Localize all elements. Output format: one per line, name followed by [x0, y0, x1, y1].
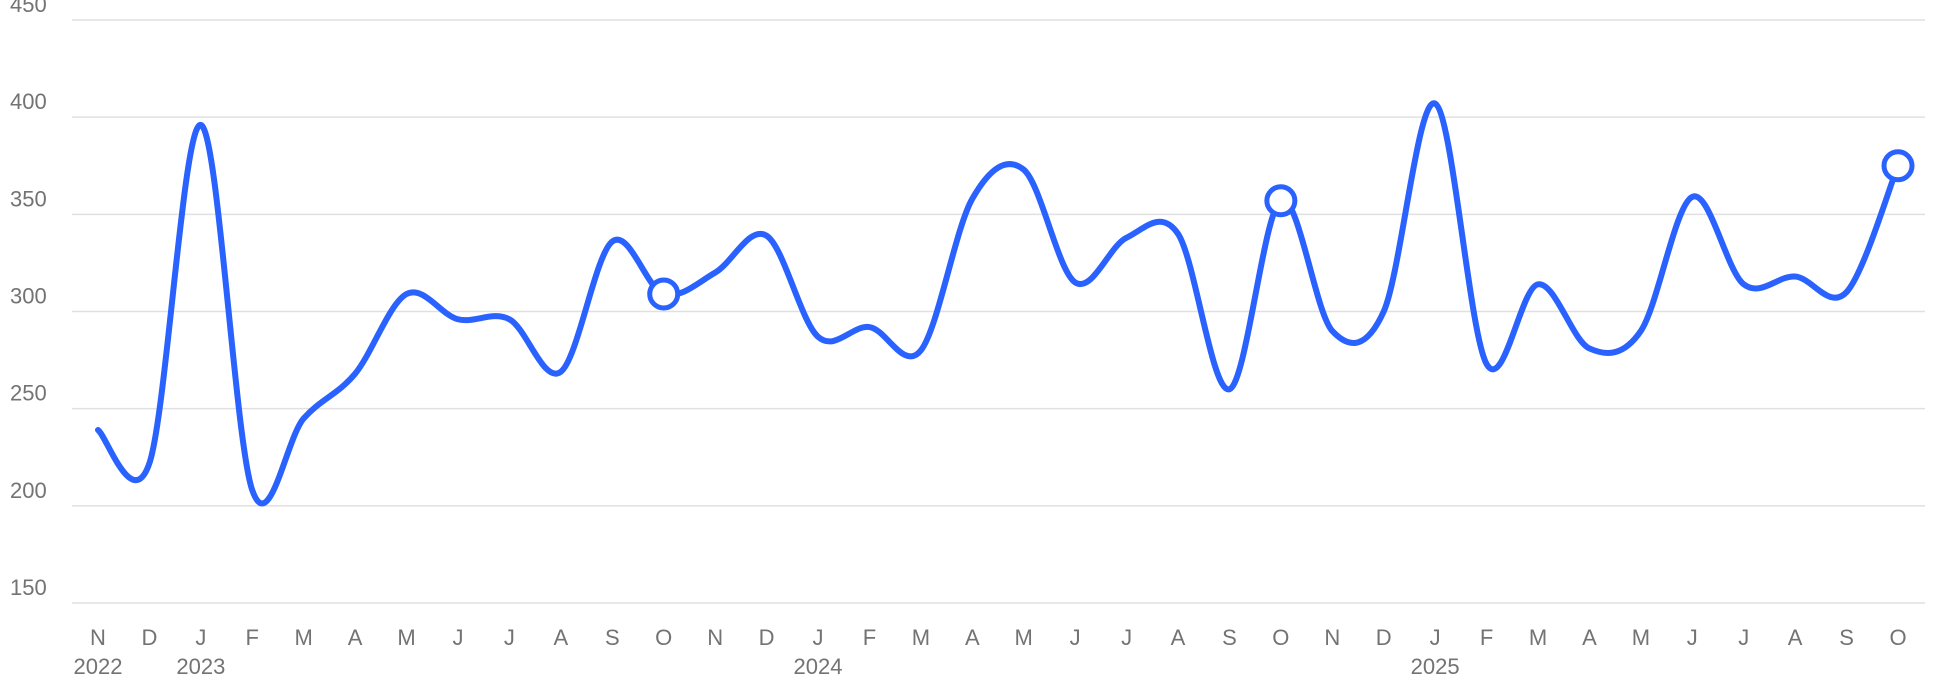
x-tick-label-27: F — [1480, 625, 1493, 650]
data-point-2024-12 — [1381, 309, 1387, 315]
x-tick-label-15: F — [863, 625, 876, 650]
data-point-2024-01 — [815, 334, 821, 340]
x-tick-label-24: N — [1324, 625, 1340, 650]
x-tick-label-26: J — [1430, 625, 1441, 650]
x-tick-label-8: J — [504, 625, 515, 650]
data-point-2024-09 — [1226, 386, 1232, 392]
data-point-2023-02 — [249, 487, 255, 493]
x-tick-label-14: J — [813, 625, 824, 650]
x-tick-label-28: M — [1529, 625, 1547, 650]
data-point-2025-02 — [1484, 361, 1490, 367]
x-tick-label-18: M — [1015, 625, 1033, 650]
x-axis-labels: N D J F M A M J J A S O N D J F M A M J J A S O N D J F M A M J J A S O 2022… — [74, 625, 1907, 677]
x-tick-label-30: M — [1632, 625, 1650, 650]
y-tick-label-4: 350 — [10, 186, 47, 211]
data-point-2023-04 — [352, 371, 358, 377]
x-tick-label-5: A — [348, 625, 363, 650]
x-tick-label-6: M — [397, 625, 415, 650]
x-tick-label-34: S — [1839, 625, 1854, 650]
data-point-2024-08 — [1175, 231, 1181, 237]
grid-layer — [72, 19, 1925, 604]
x-tick-label-25: D — [1376, 625, 1392, 650]
x-tick-label-9: A — [554, 625, 569, 650]
data-point-2024-02 — [866, 324, 872, 330]
marker-layer — [95, 101, 1915, 493]
data-point-2022-11 — [95, 427, 101, 433]
data-point-2023-01 — [198, 122, 204, 128]
x-tick-label-2: J — [195, 625, 206, 650]
x-tick-label-32: J — [1738, 625, 1749, 650]
x-tick-label-23: O — [1272, 625, 1289, 650]
data-point-2025-01 — [1432, 101, 1438, 107]
x-tick-label-17: A — [965, 625, 980, 650]
data-point-2023-08 — [558, 369, 564, 375]
highlight-marker-2024-10 — [1264, 184, 1298, 218]
data-point-2023-07 — [506, 316, 512, 322]
x-tick-label-31: J — [1687, 625, 1698, 650]
x-tick-label-1: D — [141, 625, 157, 650]
y-tick-label-3: 300 — [10, 284, 47, 309]
data-point-2023-03 — [301, 415, 307, 421]
x-year-label-2022: 2022 — [74, 654, 123, 677]
data-point-2023-12 — [764, 233, 770, 239]
x-tick-label-29: A — [1582, 625, 1597, 650]
x-tick-label-13: D — [759, 625, 775, 650]
data-point-2023-06 — [455, 316, 461, 322]
x-tick-label-16: M — [912, 625, 930, 650]
data-point-2024-04 — [969, 196, 975, 202]
data-point-2022-12 — [146, 460, 152, 466]
data-point-2025-09 — [1844, 289, 1850, 295]
x-tick-label-3: F — [246, 625, 259, 650]
data-point-2023-11 — [712, 270, 718, 276]
y-axis-labels: 150 200 250 300 350 400 450 — [10, 0, 47, 600]
x-year-label-2024: 2024 — [794, 654, 843, 677]
data-point-2024-06 — [1072, 279, 1078, 285]
y-tick-label-5: 400 — [10, 89, 47, 114]
x-tick-label-10: S — [605, 625, 620, 650]
y-tick-label-2: 250 — [10, 381, 47, 406]
x-year-label-2025: 2025 — [1411, 654, 1460, 677]
series-layer — [95, 100, 1901, 507]
x-tick-label-11: O — [655, 625, 672, 650]
data-point-2023-05 — [404, 291, 410, 297]
x-tick-label-33: A — [1788, 625, 1803, 650]
data-point-2025-04 — [1586, 345, 1592, 351]
x-tick-label-7: J — [453, 625, 464, 650]
data-point-2025-06 — [1689, 194, 1695, 200]
x-tick-label-19: J — [1070, 625, 1081, 650]
x-tick-label-12: N — [707, 625, 723, 650]
data-point-2025-07 — [1741, 281, 1747, 287]
x-tick-label-22: S — [1222, 625, 1237, 650]
y-tick-label-1: 200 — [10, 478, 47, 503]
data-point-2025-08 — [1792, 274, 1798, 280]
y-tick-label-0: 150 — [10, 575, 47, 600]
x-year-label-2023: 2023 — [176, 654, 225, 677]
series-line-0 — [95, 100, 1901, 507]
x-tick-label-35: O — [1889, 625, 1906, 650]
x-tick-label-4: M — [295, 625, 313, 650]
data-point-2025-05 — [1638, 328, 1644, 334]
data-point-2024-07 — [1124, 235, 1130, 241]
y-tick-label-6: 450 — [10, 0, 47, 17]
data-point-2025-03 — [1535, 281, 1541, 287]
x-tick-label-20: J — [1121, 625, 1132, 650]
x-tick-label-21: A — [1171, 625, 1186, 650]
data-point-2023-09 — [609, 239, 615, 245]
highlight-marker-2023-10 — [647, 277, 681, 311]
data-point-2024-11 — [1329, 328, 1335, 334]
highlight-marker-2025-10 — [1881, 149, 1915, 183]
data-point-2024-03 — [918, 347, 924, 353]
data-point-2024-05 — [1021, 167, 1027, 173]
x-tick-label-0: N — [90, 625, 106, 650]
